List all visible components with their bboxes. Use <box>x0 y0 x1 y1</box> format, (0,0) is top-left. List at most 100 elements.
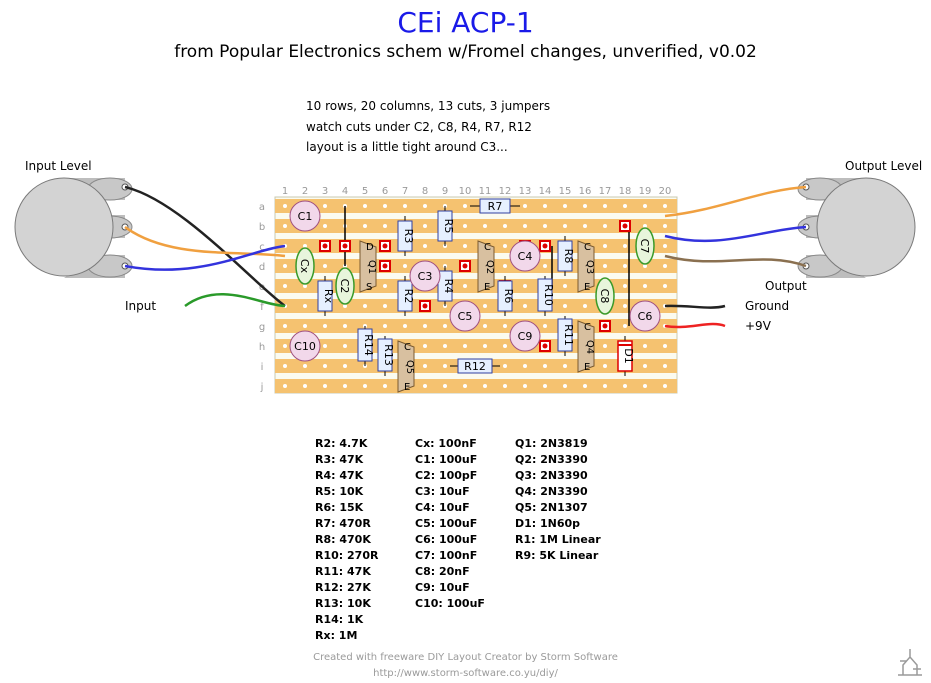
parts-list-item: R1: 1M Linear <box>515 533 601 546</box>
strip-hole <box>443 324 447 328</box>
ground-label: Ground <box>745 299 790 313</box>
parts-list-semis: Q1: 2N3819 Q2: 2N3390 Q3: 2N3390 Q4: 2N3… <box>515 436 601 564</box>
strip-hole <box>543 364 547 368</box>
strip-hole <box>543 204 547 208</box>
strip-hole <box>503 384 507 388</box>
resistor-r8: R8 <box>557 236 575 276</box>
transistor-q5: Q5 C E <box>397 340 415 393</box>
strip-cut-mark <box>382 243 388 249</box>
parts-list-capacitors: Cx: 100nF C1: 100uF C2: 100pF C3: 10uF C… <box>415 436 485 612</box>
strip-hole <box>503 364 507 368</box>
q5-label: Q5 <box>404 360 415 374</box>
strip-cut-mark <box>542 343 548 349</box>
strip-hole <box>603 384 607 388</box>
row-label: c <box>259 242 265 253</box>
svg-text:R6: R6 <box>502 289 515 304</box>
capacitor-c6: C6 <box>629 300 661 332</box>
svg-text:C: C <box>404 342 411 353</box>
row-label: a <box>259 202 265 213</box>
row-label: h <box>259 342 265 353</box>
footer-credit: Created with freeware DIY Layout Creator… <box>313 652 618 663</box>
parts-list-item: R13: 10K <box>315 597 371 610</box>
resistor-r12: R12 <box>450 358 500 374</box>
row-label: d <box>259 262 265 273</box>
strip-cut-mark <box>342 243 348 249</box>
column-label: 9 <box>442 186 448 197</box>
strip-hole <box>563 224 567 228</box>
column-label: 12 <box>499 186 512 197</box>
strip-hole <box>323 364 327 368</box>
row-label: i <box>261 362 264 373</box>
q2-label: Q2 <box>484 260 495 274</box>
strip-hole <box>563 304 567 308</box>
resistor-r3: R3 <box>397 216 415 256</box>
parts-list-item: Q2: 2N3390 <box>515 453 588 466</box>
strip-hole <box>303 304 307 308</box>
parts-list-item: R14: 1K <box>315 613 364 626</box>
strip-hole <box>323 204 327 208</box>
parts-list-item: R7: 470R <box>315 517 371 530</box>
parts-list-item: Q1: 2N3819 <box>515 437 588 450</box>
strip-hole <box>443 364 447 368</box>
strip-hole <box>343 304 347 308</box>
capacitor-c10: C10 <box>289 330 321 362</box>
svg-text:C10: C10 <box>294 340 316 353</box>
capacitor-c8: C8 <box>595 277 615 315</box>
column-label: 18 <box>619 186 632 197</box>
column-label: 10 <box>459 186 472 197</box>
strip-hole <box>543 384 547 388</box>
strip-hole <box>303 384 307 388</box>
strip-hole <box>423 224 427 228</box>
strip-hole <box>463 224 467 228</box>
strip-hole <box>563 204 567 208</box>
strip-hole <box>583 204 587 208</box>
strip-hole <box>643 284 647 288</box>
resistor-r13: R13 <box>377 336 395 376</box>
diode-d1: D1 <box>617 336 635 376</box>
svg-text:R5: R5 <box>442 219 455 234</box>
strip-hole <box>583 384 587 388</box>
transistor-q3: Q3 C E <box>577 240 595 293</box>
input-pot <box>14 177 133 278</box>
note-line: layout is a little tight around C3... <box>306 140 508 154</box>
strip-hole <box>643 364 647 368</box>
strip-hole <box>643 204 647 208</box>
strip-hole <box>463 344 467 348</box>
strip-hole <box>443 384 447 388</box>
parts-list-item: C3: 10uF <box>415 485 470 498</box>
strip-hole <box>483 344 487 348</box>
strip-hole <box>303 284 307 288</box>
svg-text:R2: R2 <box>402 289 415 304</box>
strip-hole <box>663 224 667 228</box>
parts-list-item: R6: 15K <box>315 501 364 514</box>
capacitor-c4: C4 <box>509 240 541 272</box>
svg-text:C: C <box>584 322 591 333</box>
strip-hole <box>323 264 327 268</box>
output-label: Output <box>765 279 807 293</box>
input-label: Input <box>125 299 157 313</box>
resistor-r5: R5 <box>437 206 455 246</box>
output-pot <box>797 177 916 278</box>
strip-hole <box>563 384 567 388</box>
strip-hole <box>363 384 367 388</box>
strip-hole <box>343 324 347 328</box>
strip-hole <box>503 224 507 228</box>
strip-hole <box>323 344 327 348</box>
strip-hole <box>483 324 487 328</box>
output-level-label: Output Level <box>845 159 923 173</box>
parts-list-item: C8: 20nF <box>415 565 470 578</box>
strip-hole <box>623 324 627 328</box>
strip-hole <box>283 224 287 228</box>
svg-text:R7: R7 <box>488 200 503 213</box>
strip-hole <box>643 264 647 268</box>
strip-hole <box>503 264 507 268</box>
strip-hole <box>403 324 407 328</box>
svg-text:R11: R11 <box>562 324 575 346</box>
resistors: R7 R3 R5 R8 Rx R2 R4 R6 R10 R14 R13 R11 … <box>317 198 575 376</box>
svg-text:C8: C8 <box>598 289 611 304</box>
strip-hole <box>423 204 427 208</box>
footer-url[interactable]: http://www.storm-software.co.yu/diy/ <box>373 668 558 679</box>
svg-text:E: E <box>484 282 490 293</box>
capacitor-c2: C2 <box>335 267 355 305</box>
strip-hole <box>663 204 667 208</box>
